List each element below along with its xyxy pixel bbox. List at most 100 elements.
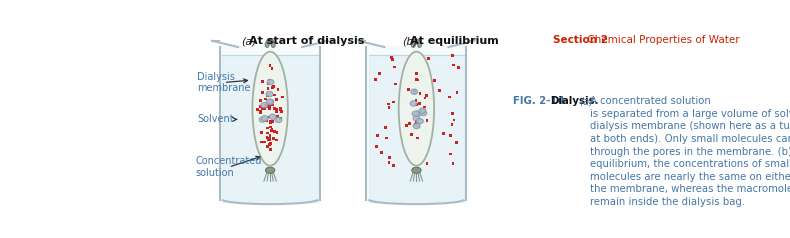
Bar [438,89,441,92]
Ellipse shape [414,111,421,116]
Bar [280,117,282,120]
Bar [419,109,423,112]
Bar [376,134,378,137]
Bar [393,66,396,68]
Text: Section 2: Section 2 [554,35,608,45]
Bar [273,130,276,133]
Text: Dialysis
membrane: Dialysis membrane [197,72,250,93]
Bar [453,119,455,121]
Bar [268,79,271,81]
Ellipse shape [266,39,274,44]
Bar [264,104,267,107]
Bar [423,97,427,99]
Bar [265,136,269,139]
Bar [423,109,426,112]
Bar [273,94,276,96]
Bar [405,124,408,127]
Bar [270,100,273,103]
Bar [267,103,270,106]
Bar [268,143,271,146]
Bar [449,96,451,99]
Bar [408,123,411,125]
Bar [416,121,419,124]
Bar [427,57,431,60]
Bar [417,126,420,129]
Bar [392,164,395,167]
Polygon shape [367,45,466,199]
Bar [261,91,264,94]
Bar [415,72,418,75]
Bar [450,134,452,137]
Bar [265,119,268,122]
Bar [279,107,282,109]
Bar [269,120,272,123]
Ellipse shape [419,110,427,116]
Bar [269,121,272,124]
Bar [380,151,383,154]
Bar [259,110,261,113]
Bar [271,120,274,123]
Bar [267,116,270,118]
Bar [263,141,266,143]
Ellipse shape [253,52,288,166]
Bar [450,153,452,155]
Bar [259,99,262,102]
Bar [387,103,389,105]
Ellipse shape [261,102,268,108]
Bar [270,129,273,132]
Bar [266,145,269,148]
Text: FIG. 2-14: FIG. 2-14 [513,96,564,106]
Bar [416,104,418,106]
Bar [269,142,272,144]
Bar [267,104,270,107]
Ellipse shape [269,114,276,119]
Ellipse shape [267,79,274,85]
Ellipse shape [412,39,420,44]
Bar [272,85,274,88]
Bar [269,134,272,137]
Bar [427,57,430,60]
Ellipse shape [259,117,266,122]
Bar [265,105,269,108]
Bar [434,79,436,82]
Bar [410,133,413,136]
Bar [451,112,454,115]
Polygon shape [369,55,465,202]
Bar [455,141,458,144]
Text: (b): (b) [403,36,419,46]
Bar [276,98,278,101]
Bar [384,126,387,129]
Ellipse shape [416,119,423,124]
Bar [451,55,454,57]
Bar [271,86,274,89]
Ellipse shape [399,52,434,166]
Bar [276,108,278,111]
Bar [388,161,390,164]
Bar [271,120,274,123]
Text: Chemical Properties of Water: Chemical Properties of Water [585,35,740,45]
Text: At equilibrium: At equilibrium [410,36,499,46]
Bar [259,111,262,114]
Bar [280,108,282,111]
Bar [413,89,416,92]
Bar [267,82,270,85]
Bar [426,163,428,165]
Bar [394,83,397,85]
Bar [442,132,445,134]
Bar [266,132,269,134]
Bar [269,125,272,128]
Bar [273,107,276,110]
Ellipse shape [267,99,273,105]
Bar [452,162,454,165]
Bar [269,64,272,67]
Bar [416,120,418,123]
Ellipse shape [419,108,426,114]
Bar [388,156,391,159]
Bar [276,131,278,134]
Ellipse shape [265,167,275,173]
Bar [415,78,418,81]
Bar [260,131,263,134]
Ellipse shape [412,42,416,47]
Bar [280,110,283,113]
Bar [457,66,460,69]
